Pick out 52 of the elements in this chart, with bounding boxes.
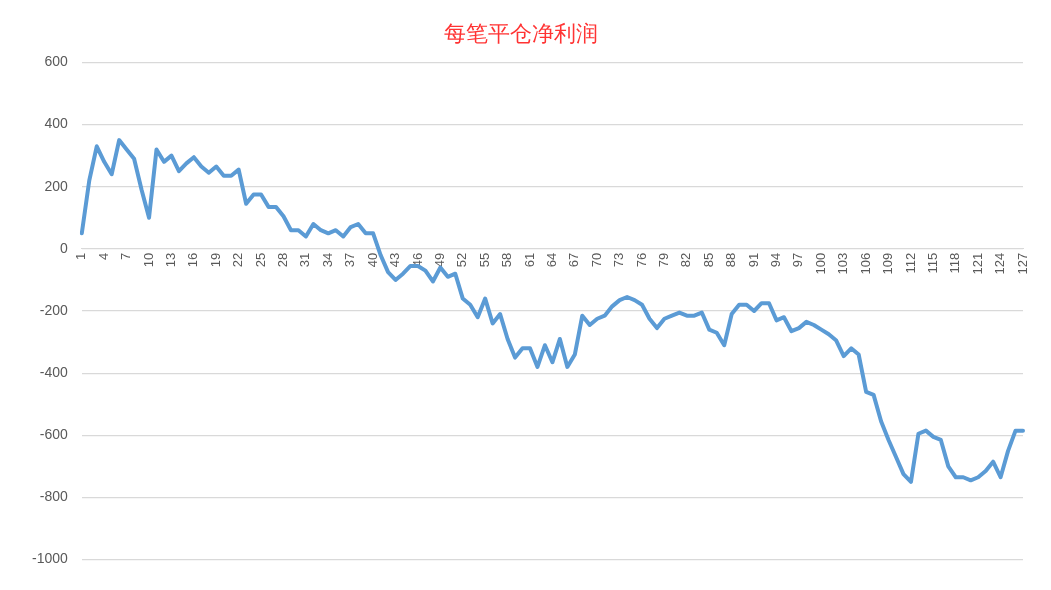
x-tick-label: 7 [118,252,134,261]
x-tick-label: 67 [566,252,582,268]
x-tick-label: 19 [207,252,223,268]
x-tick-label: 127 [1014,252,1030,275]
y-tick-label: 400 [44,115,69,132]
x-tick-label: 58 [499,252,515,268]
x-tick-label: 121 [969,252,985,275]
x-tick-label: 28 [275,252,291,268]
x-tick-label: 4 [95,252,111,261]
x-tick-label: 97 [790,252,806,268]
x-tick-label: 70 [588,252,604,268]
x-tick-label: 106 [857,252,873,275]
y-tick-label: -200 [39,301,69,318]
x-tick-label: 115 [924,252,940,274]
x-tick-label: 64 [543,252,559,268]
y-tick-label: 0 [60,239,69,256]
x-tick-label: 55 [476,252,492,268]
y-tick-label: -800 [39,488,69,505]
x-tick-label: 79 [656,252,672,268]
x-tick-label: 31 [297,252,313,268]
y-tick-label: 200 [44,177,69,194]
x-tick-label: 16 [185,252,201,268]
y-tick-label: -1000 [31,550,69,567]
x-tick-label: 82 [678,252,694,268]
x-tick-label: 103 [835,252,851,275]
x-tick-label: 34 [319,252,335,268]
x-tick-label: 13 [163,252,179,268]
x-tick-label: 61 [521,252,537,268]
x-tick-label: 88 [723,252,739,268]
x-tick-label: 85 [700,252,716,268]
x-tick-label: 112 [902,252,918,274]
x-tick-label: 94 [768,252,784,268]
y-tick-label: -600 [39,426,69,443]
x-tick-label: 109 [880,252,896,275]
x-tick-label: 43 [387,252,403,268]
x-tick-label: 100 [812,252,828,275]
x-tick-label: 1 [73,252,89,261]
y-tick-label: 600 [44,53,69,70]
x-tick-label: 25 [252,252,268,268]
x-tick-label: 73 [611,252,627,268]
x-tick-label: 52 [454,252,470,268]
x-tick-label: 37 [342,252,358,268]
chart-title: 每笔平仓净利润 [443,21,598,47]
x-tick-label: 124 [992,252,1008,275]
y-tick-label: -400 [39,364,69,381]
x-tick-label: 118 [947,252,963,274]
x-tick-label: 76 [633,252,649,268]
x-tick-label: 40 [364,252,380,268]
x-tick-label: 91 [745,252,761,268]
x-tick-label: 49 [431,252,447,268]
x-tick-label: 10 [140,252,156,268]
x-tick-label: 22 [230,252,246,268]
